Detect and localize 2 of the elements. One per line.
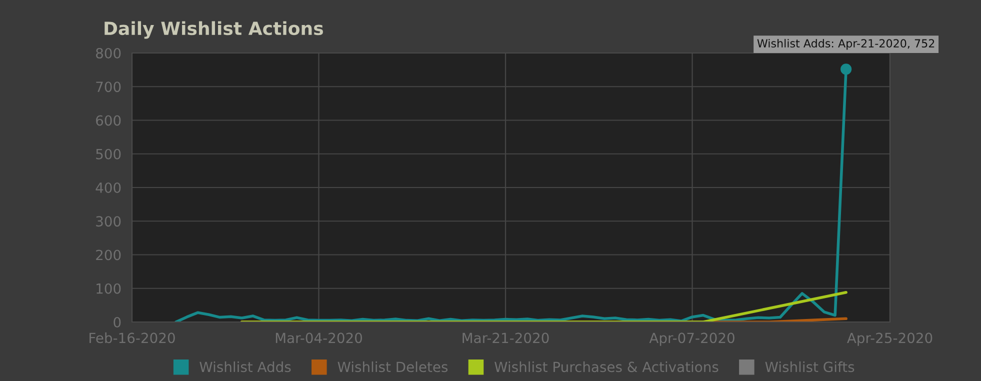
annotation: Wishlist Adds: Apr-21-2020, 752 — [757, 38, 934, 50]
chart-title: Daily Wishlist Actions — [104, 21, 323, 39]
